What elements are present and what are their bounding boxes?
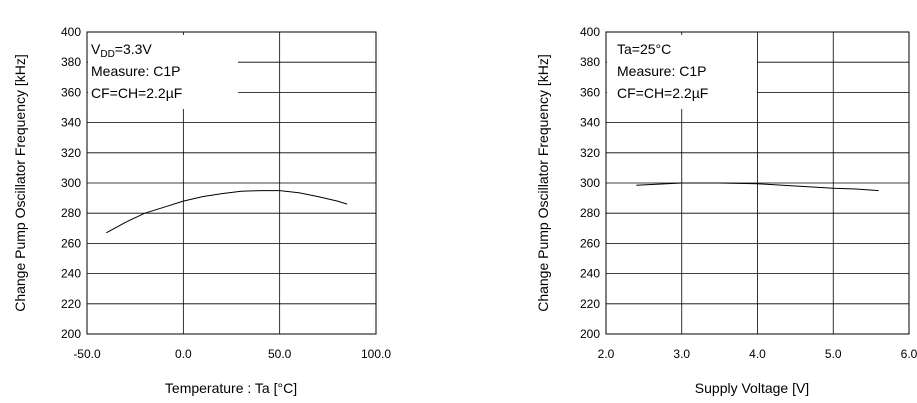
chart1-y-tick-label: 240 xyxy=(61,267,81,281)
chart1-x-tick-label: -50.0 xyxy=(73,347,101,361)
chart1-y-tick-label: 260 xyxy=(61,236,81,250)
chart2-plot-frame xyxy=(605,31,910,335)
chart2-y-tick-label: 220 xyxy=(580,297,600,311)
chart2-annotation-line2: Measure: C1P xyxy=(617,63,706,79)
chart1-annotation-background xyxy=(88,35,238,109)
chart1-y-tick-label: 360 xyxy=(61,85,81,99)
chart1-y-axis-label: Change Pump Oscillator Frequency [kHz] xyxy=(12,54,28,312)
chart1-y-tick-label: 380 xyxy=(61,55,81,69)
chart2-y-tick-label: 400 xyxy=(580,25,600,39)
chart2-y-tick-label: 360 xyxy=(580,85,600,99)
chart-temperature: 200 220 240 260 280 300 320 340 360 380 400 -50.0 0… xyxy=(12,25,391,396)
chart1-y-tick-label: 340 xyxy=(61,116,81,130)
chart2-y-tick-label: 340 xyxy=(580,116,600,130)
chart1-y-tick-label: 400 xyxy=(61,25,81,39)
chart1-series xyxy=(106,190,348,234)
chart2-y-tick-label: 300 xyxy=(580,176,600,190)
chart2-series xyxy=(636,182,879,192)
chart2-x-tick-label: 2.0 xyxy=(598,347,615,361)
chart2-x-tick-labels: 2.0 3.0 4.0 5.0 6.0 xyxy=(598,347,917,361)
chart2-y-tick-label: 380 xyxy=(580,55,600,69)
chart1-x-tick-label: 50.0 xyxy=(268,347,292,361)
chart1-plot-frame xyxy=(86,31,377,335)
chart1-y-tick-label: 220 xyxy=(61,297,81,311)
chart2-annotation-line1: Ta=25°C xyxy=(617,41,671,57)
chart1-y-tick-label: 320 xyxy=(61,146,81,160)
chart1-series-line xyxy=(106,190,348,234)
chart2-x-tick-label: 4.0 xyxy=(749,347,766,361)
chart2-y-tick-label: 260 xyxy=(580,236,600,250)
chart1-y-tick-labels: 200 220 240 260 280 300 320 340 360 380 400 xyxy=(61,25,81,341)
chart1-annotation-line1: VDD=3.3V xyxy=(91,41,152,60)
chart2-y-tick-label: 320 xyxy=(580,146,600,160)
chart2-y-tick-labels: 200 220 240 260 280 300 320 340 360 380 400 xyxy=(580,25,600,341)
chart2-x-tick-label: 5.0 xyxy=(825,347,842,361)
chart1-y-tick-label: 200 xyxy=(61,327,81,341)
chart1-x-tick-label: 0.0 xyxy=(175,347,192,361)
chart2-x-axis-label: Supply Voltage [V] xyxy=(695,380,809,396)
chart2-y-axis-label: Change Pump Oscillator Frequency [kHz] xyxy=(535,54,551,312)
chart2-y-tick-label: 240 xyxy=(580,267,600,281)
chart1-y-tick-label: 280 xyxy=(61,206,81,220)
chart-supply-voltage: 200 220 240 260 280 300 320 340 360 380 400 2.0 3.0… xyxy=(535,25,917,396)
chart1-x-axis-label: Temperature : Ta [°C] xyxy=(165,380,297,396)
chart1-x-tick-label: 100.0 xyxy=(361,347,391,361)
chart1-annotation-line3: CF=CH=2.2µF xyxy=(91,85,182,101)
chart2-x-tick-label: 3.0 xyxy=(673,347,690,361)
chart1-annotation-line2: Measure: C1P xyxy=(91,63,180,79)
chart2-annotation-line3: CF=CH=2.2µF xyxy=(617,85,708,101)
chart2-series-line xyxy=(636,182,879,192)
chart1-x-tick-labels: -50.0 0.0 50.0 100.0 xyxy=(73,347,391,361)
chart1-y-tick-label: 300 xyxy=(61,176,81,190)
chart2-gridlines xyxy=(606,32,909,334)
chart2-y-tick-label: 280 xyxy=(580,206,600,220)
chart2-x-tick-label: 6.0 xyxy=(901,347,917,361)
chart2-annotation-background xyxy=(607,35,757,109)
chart2-y-tick-label: 200 xyxy=(580,327,600,341)
